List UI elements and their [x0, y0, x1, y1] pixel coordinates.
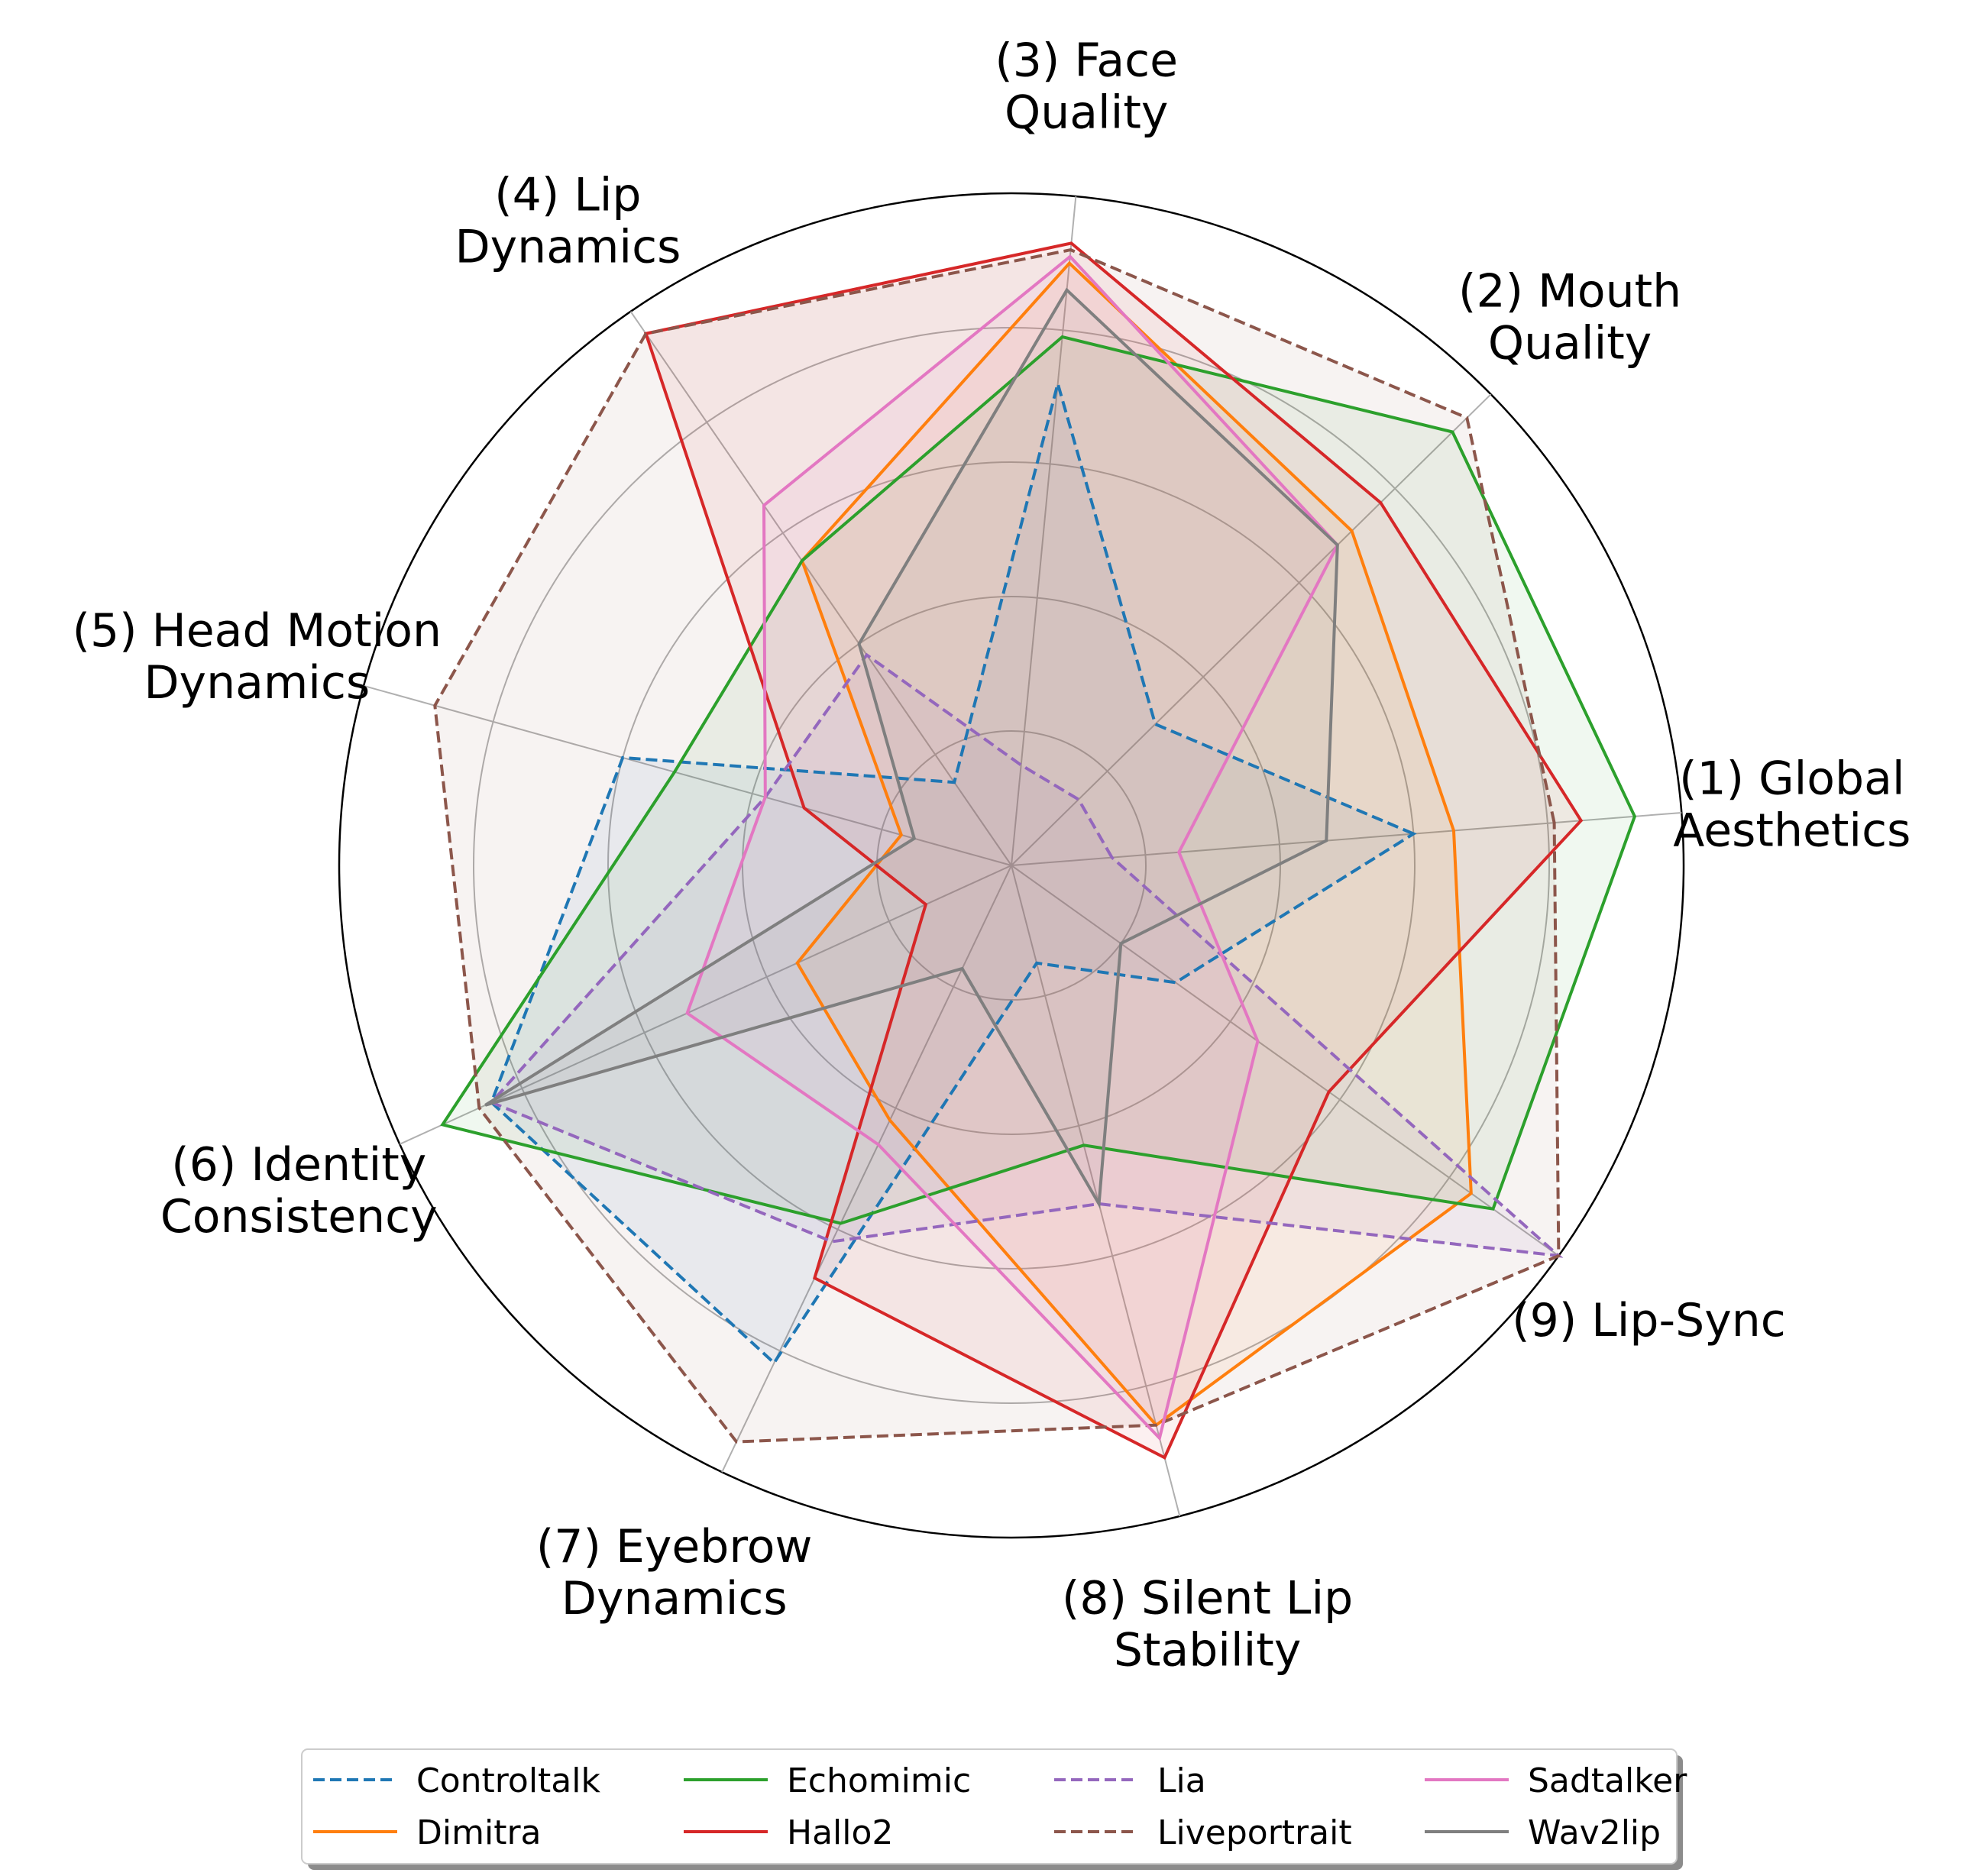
legend: Controltalk Dimitra Echomimic Hallo2 Lia Live…: [301, 1748, 1687, 1870]
axis-label-line: Quality: [1005, 86, 1168, 140]
series-fill-dimitra: [797, 263, 1471, 1425]
axis-label-1: (1) Global Aesthetics: [1673, 752, 1911, 858]
legend-label-controltalk: Controltalk: [416, 1761, 600, 1800]
radar-spoke: [363, 684, 1012, 866]
legend-label-echomimic: Echomimic: [787, 1761, 971, 1800]
series-fill-controltalk: [491, 383, 1414, 1363]
axis-label-3: (3) Face Quality: [995, 34, 1178, 140]
radar-spoke: [1011, 865, 1181, 1517]
axis-label-line: Dynamics: [144, 656, 370, 710]
axis-labels: (1) Global Aesthetics(2) Mouth Quality(3) …: [73, 34, 1911, 1677]
axis-label-line: (7) Eyebrow: [536, 1520, 813, 1574]
axis-label-line: (6) Identity: [171, 1138, 426, 1192]
axis-label-4: (4) Lip Dynamics: [455, 168, 681, 273]
radar-spoke: [1011, 865, 1560, 1257]
radar-spoke: [1011, 196, 1077, 866]
axis-label-line: Stability: [1114, 1623, 1302, 1677]
axis-label-line: Aesthetics: [1673, 804, 1911, 858]
radar-spoke: [1011, 811, 1682, 866]
series-lines: [433, 241, 1637, 1460]
legend-box: [301, 1748, 1678, 1865]
legend-label-dimitra: Dimitra: [416, 1813, 542, 1852]
series-fills: [435, 243, 1635, 1458]
axis-label-line: (8) Silent Lip: [1062, 1571, 1353, 1625]
series-fill-sadtalker: [687, 256, 1338, 1438]
radar-spoke: [629, 311, 1012, 866]
series-fill-hallo2: [645, 243, 1581, 1458]
axis-label-line: (3) Face: [995, 34, 1178, 88]
legend-label-sadtalker: Sadtalker: [1528, 1761, 1687, 1800]
series-line-controltalk: [489, 377, 1417, 1366]
axis-label-line: (1) Global: [1679, 752, 1904, 806]
axis-label-6: (6) Identity Consistency: [160, 1138, 438, 1244]
series-line-liveportrait: [433, 248, 1561, 1444]
axis-label-line: Dynamics: [455, 220, 681, 273]
legend-label-lia: Lia: [1157, 1761, 1206, 1800]
axis-label-2: (2) Mouth Quality: [1458, 265, 1681, 370]
legend-label-wav2lip: Wav2lip: [1528, 1813, 1661, 1852]
axis-label-line: Quality: [1488, 317, 1652, 370]
axis-label-line: (9) Lip-Sync: [1512, 1294, 1786, 1347]
series-line-hallo2: [643, 241, 1584, 1460]
axis-label-line: Consistency: [160, 1190, 438, 1244]
radar-outer-ring: [338, 192, 1685, 1539]
axis-label-line: (4) Lip: [494, 168, 641, 222]
radar-spoke: [399, 865, 1012, 1145]
axis-label-line: Dynamics: [561, 1572, 788, 1625]
axis-label-line: (2) Mouth: [1458, 265, 1681, 319]
series-fill-wav2lip: [485, 289, 1338, 1205]
axis-label-7: (7) Eyebrow Dynamics: [536, 1520, 813, 1625]
radar-spoke: [721, 865, 1012, 1473]
series-line-wav2lip: [484, 287, 1339, 1209]
axis-label-8: (8) Silent Lip Stability: [1062, 1571, 1353, 1677]
legend-label-liveportrait: Liveportrait: [1157, 1813, 1352, 1852]
series-line-sadtalker: [685, 254, 1340, 1441]
axis-label-9: (9) Lip-Sync: [1512, 1294, 1786, 1347]
radar-grid-ring: [742, 596, 1281, 1135]
radar-spoke: [1011, 393, 1492, 866]
series-line-dimitra: [795, 260, 1473, 1428]
legend-label-hallo2: Hallo2: [787, 1813, 893, 1852]
radar-grid: [338, 192, 1685, 1539]
series-line-echomimic: [440, 335, 1637, 1225]
axis-label-5: (5) Head Motion Dynamics: [73, 604, 442, 710]
axis-label-line: (5) Head Motion: [73, 604, 442, 658]
radar-grid-ring: [607, 461, 1416, 1270]
